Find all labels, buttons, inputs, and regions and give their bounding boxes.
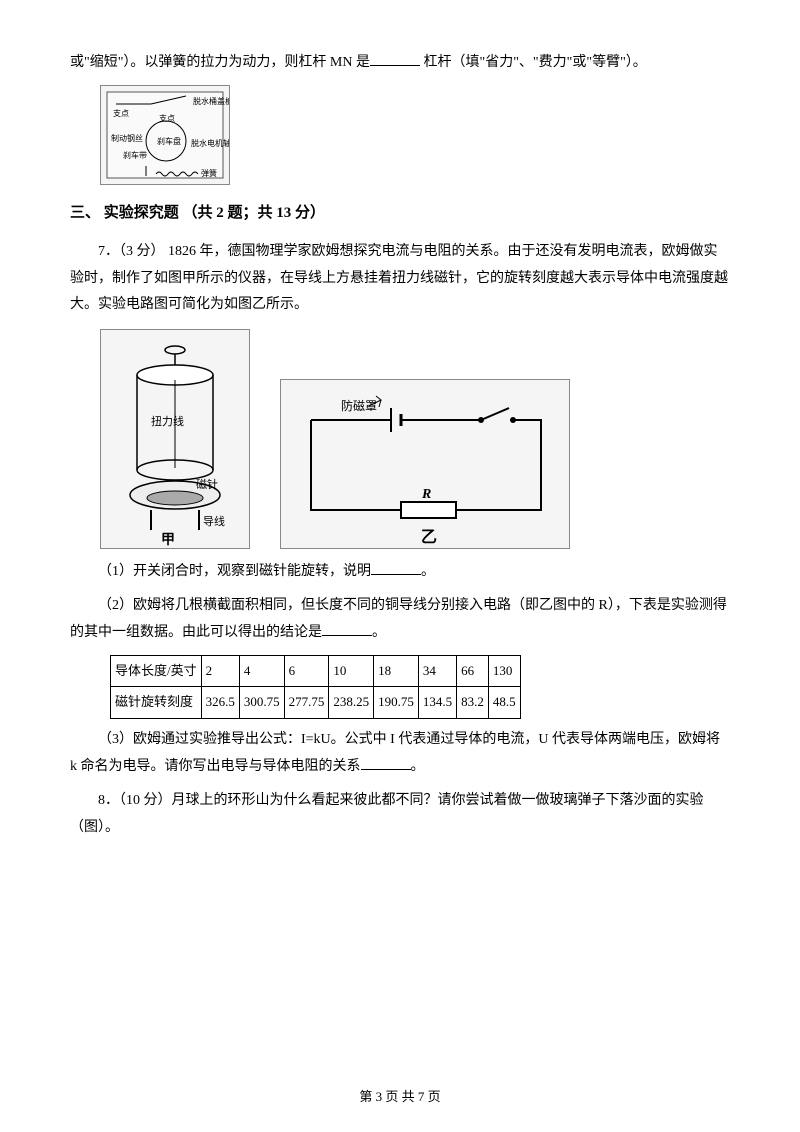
table-cell: 磁针旋转刻度 — [111, 687, 202, 719]
q7-intro: 7．（3 分） 1826 年，德国物理学家欧姆想探究电流与电阻的关系。由于还没有… — [70, 239, 730, 319]
svg-text:脱水电机轴: 脱水电机轴 — [191, 138, 229, 148]
q7-p2a: （2）欧姆将几根横截面积相同，但长度不同的铜导线分别接入电路（即乙图中的 R），… — [70, 598, 727, 640]
table-cell: 10 — [329, 655, 374, 687]
section3-title: 三、 实验探究题 （共 2 题；共 13 分） — [70, 199, 730, 228]
svg-text:弹簧: 弹簧 — [201, 168, 217, 178]
table-cell: 190.75 — [374, 687, 419, 719]
table-cell: 48.5 — [488, 687, 520, 719]
q7-jia-svg: 扭力线 磁针 导线 甲 — [101, 330, 249, 548]
table-cell: 326.5 — [201, 687, 239, 719]
q7-diagram-jia: 扭力线 磁针 导线 甲 — [100, 329, 250, 549]
q6-blank — [370, 52, 420, 66]
svg-text:制动钢丝: 制动钢丝 — [111, 133, 143, 143]
q7-diagram-yi: R 防磁罩 乙 — [280, 379, 570, 549]
svg-text:磁针: 磁针 — [196, 477, 218, 491]
table-cell: 2 — [201, 655, 239, 687]
table-cell: 18 — [374, 655, 419, 687]
q7-p3b: 。 — [411, 759, 425, 774]
q7-p1a: （1）开关闭合时，观察到磁针能旋转，说明 — [98, 564, 371, 579]
q8-text: 8．（10 分）月球上的环形山为什么看起来彼此都不同？请你尝试着做一做玻璃弹子下… — [70, 788, 730, 841]
svg-text:刹车盘: 刹车盘 — [157, 136, 181, 146]
q7-yi-svg: R 防磁罩 乙 — [281, 380, 569, 548]
q7-images: 扭力线 磁针 导线 甲 R — [100, 329, 730, 549]
q7-blank3 — [361, 756, 411, 770]
table-cell: 导体长度/英寸 — [111, 655, 202, 687]
q6-frag2: 杠杆（填"省力"、"费力"或"等臂"）。 — [420, 55, 647, 70]
q7-table: 导体长度/英寸 2 4 6 10 18 34 66 130 磁针旋转刻度 326… — [110, 655, 521, 719]
q7-label-yi: 乙 — [421, 529, 437, 546]
q7-label-jia: 甲 — [161, 532, 175, 548]
q7-p1: （1）开关闭合时，观察到磁针能旋转，说明 。 — [70, 559, 730, 586]
table-cell: 83.2 — [457, 687, 489, 719]
table-cell: 6 — [284, 655, 329, 687]
svg-text:刹车带: 刹车带 — [123, 150, 147, 160]
table-row: 导体长度/英寸 2 4 6 10 18 34 66 130 — [111, 655, 521, 687]
q7-blank1 — [371, 561, 421, 575]
q7-p2b: 。 — [372, 625, 386, 640]
q7-p2: （2）欧姆将几根横截面积相同，但长度不同的铜导线分别接入电路（即乙图中的 R），… — [70, 593, 730, 646]
q6-frag1: 或"缩短"）。以弹簧的拉力为动力，则杠杆 MN 是 — [70, 55, 370, 70]
table-cell: 238.25 — [329, 687, 374, 719]
svg-text:导线: 导线 — [203, 514, 225, 528]
table-cell: 277.75 — [284, 687, 329, 719]
q6-diagram-svg: 脱水桶盖板 支点 刹车盘 脱水电机轴 制动钢丝 刹车带 支点 弹簧 — [101, 86, 229, 184]
table-cell: 130 — [488, 655, 520, 687]
q6-text: 或"缩短"）。以弹簧的拉力为动力，则杠杆 MN 是 杠杆（填"省力"、"费力"或… — [70, 50, 730, 77]
svg-text:支点: 支点 — [159, 113, 175, 123]
table-cell: 134.5 — [418, 687, 456, 719]
q7-p3: （3）欧姆通过实验推导出公式：I=kU。公式中 I 代表通过导体的电流，U 代表… — [70, 727, 730, 780]
table-row: 磁针旋转刻度 326.5 300.75 277.75 238.25 190.75… — [111, 687, 521, 719]
q7-blank2 — [322, 622, 372, 636]
table-cell: 300.75 — [239, 687, 284, 719]
q6-diagram: 脱水桶盖板 支点 刹车盘 脱水电机轴 制动钢丝 刹车带 支点 弹簧 — [100, 85, 230, 185]
table-cell: 4 — [239, 655, 284, 687]
table-cell: 66 — [457, 655, 489, 687]
q7-r-label: R — [421, 487, 431, 502]
svg-text:支点: 支点 — [113, 108, 129, 118]
svg-text:扭力线: 扭力线 — [151, 414, 184, 428]
q7-p1b: 。 — [421, 564, 435, 579]
page-footer: 第 3 页 共 7 页 — [0, 1085, 800, 1110]
table-cell: 34 — [418, 655, 456, 687]
q7-shield-label: 防磁罩 — [341, 398, 377, 413]
svg-text:脱水桶盖板: 脱水桶盖板 — [193, 96, 229, 106]
